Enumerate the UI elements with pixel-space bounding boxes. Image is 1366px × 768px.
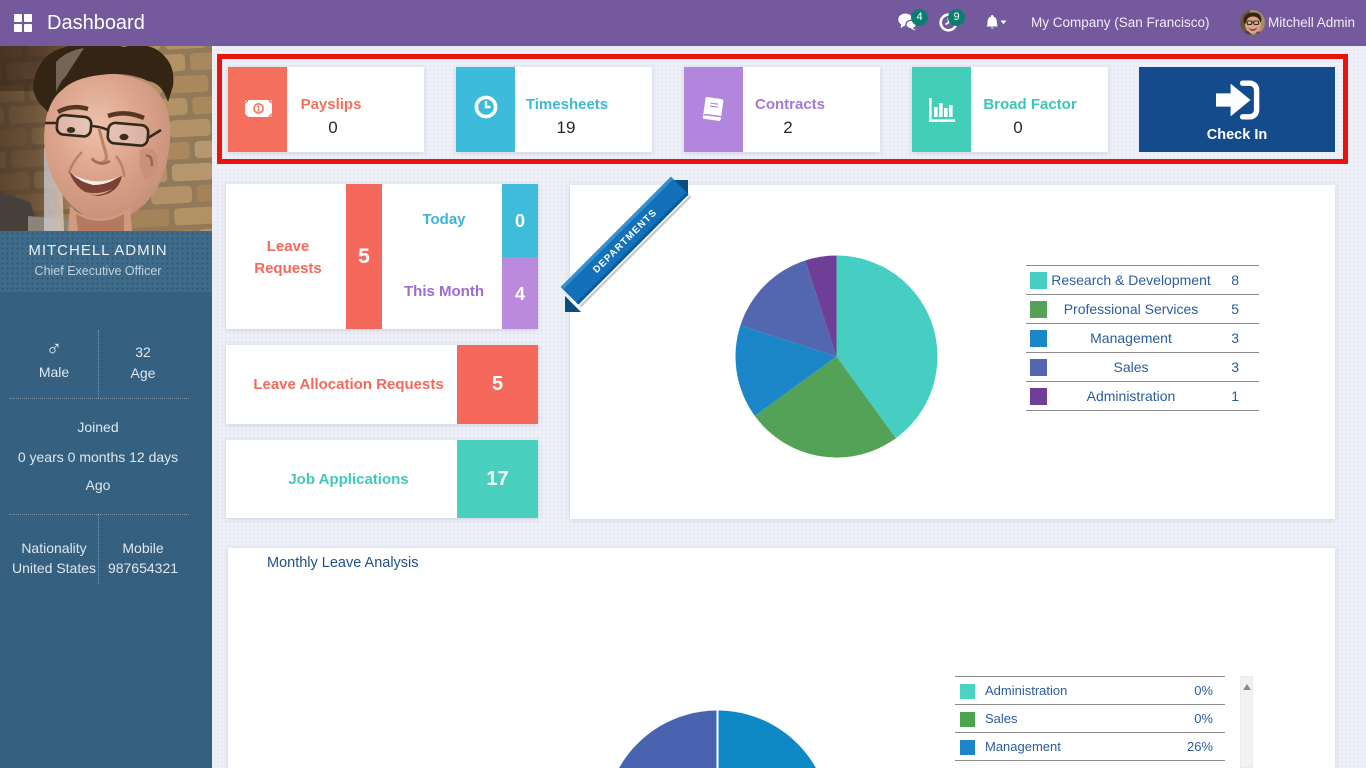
svg-text:DEPARTMENTS: DEPARTMENTS: [591, 207, 660, 276]
svg-text:1: 1: [256, 104, 261, 114]
